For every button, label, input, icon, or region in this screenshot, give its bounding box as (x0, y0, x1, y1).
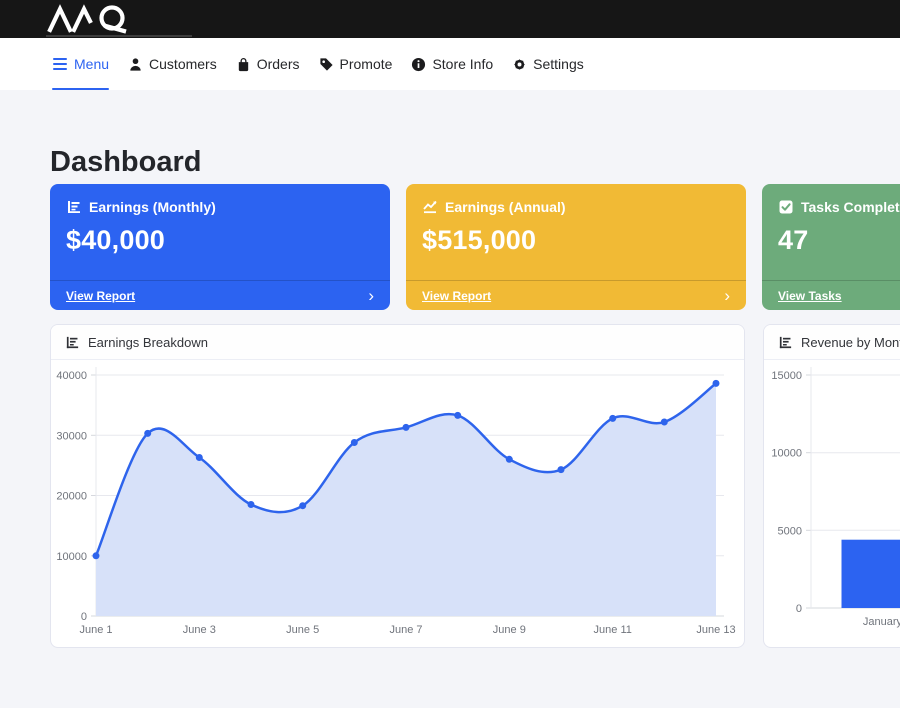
svg-text:10000: 10000 (56, 551, 87, 563)
page-title: Dashboard (50, 146, 202, 178)
view-report-link[interactable]: View Report (422, 288, 492, 303)
main-nav: Menu Customers Orders Promote Store Info (0, 38, 900, 90)
stat-card-label: Earnings (Annual) (445, 199, 566, 215)
chart-bars-icon (68, 201, 80, 213)
check-square-icon (779, 200, 793, 214)
revenue-by-month-chart: 0 5000 10000 15000 January (764, 360, 900, 647)
nav-label: Promote (339, 56, 393, 72)
nav-item-promote[interactable]: Promote (319, 38, 393, 90)
nav-label: Orders (256, 56, 300, 72)
stat-card-earnings-annual: Earnings (Annual) $515,000 View Report › (406, 184, 746, 310)
chart-card-header: Revenue by Month (764, 325, 900, 360)
nav-item-customers[interactable]: Customers (128, 38, 217, 90)
nav-item-settings[interactable]: Settings (512, 38, 584, 90)
chart-title: Revenue by Month (801, 334, 900, 350)
bag-icon (238, 57, 248, 71)
earnings-breakdown-card: Earnings Breakdown 0 10000 20000 30000 40000… (50, 324, 745, 648)
stat-card-tasks-completed: Tasks Completed 47 View Tasks › (762, 184, 900, 310)
stat-cards-row: Earnings (Monthly) $40,000 View Report › (50, 184, 900, 310)
brand-logo-icon (47, 4, 127, 34)
revenue-by-month-card: Revenue by Month 0 5000 10000 15000 January (763, 324, 900, 648)
chart-bars-icon (779, 336, 792, 348)
hamburger-icon (53, 58, 67, 70)
svg-text:15000: 15000 (771, 370, 802, 382)
main-content: Dashboard Earnings (Monthly) $40,000 Vie… (0, 146, 900, 648)
chart-title: Earnings Breakdown (88, 334, 208, 350)
svg-text:June 7: June 7 (389, 624, 422, 636)
chart-bars-icon (66, 336, 79, 348)
svg-text:June 3: June 3 (183, 624, 216, 636)
svg-text:January: January (863, 616, 900, 628)
nav-item-menu[interactable]: Menu (52, 38, 110, 90)
charts-row: Earnings Breakdown 0 10000 20000 30000 40000… (50, 324, 900, 648)
stat-card-label: Earnings (Monthly) (89, 199, 216, 215)
svg-text:40000: 40000 (56, 370, 87, 382)
chevron-right-icon[interactable]: › (368, 286, 374, 305)
topbar (0, 0, 900, 38)
brand-logo[interactable] (46, 4, 142, 39)
svg-text:June 5: June 5 (286, 624, 319, 636)
svg-text:June 11: June 11 (594, 624, 632, 636)
stat-card-value: $40,000 (66, 225, 165, 255)
stat-card-label: Tasks Completed (801, 199, 900, 215)
chart-card-header: Earnings Breakdown (51, 325, 744, 360)
stat-card-earnings-monthly: Earnings (Monthly) $40,000 View Report › (50, 184, 390, 310)
stat-card-footer: View Tasks › (762, 280, 900, 310)
person-icon (130, 57, 141, 71)
view-tasks-link[interactable]: View Tasks (778, 288, 842, 303)
nav-label: Store Info (432, 56, 494, 72)
svg-text:0: 0 (81, 611, 87, 623)
bar-chart-svg: 0 5000 10000 15000 January (771, 367, 900, 628)
stat-card-value: $515,000 (422, 225, 537, 255)
nav-label: Menu (74, 56, 110, 72)
chevron-right-icon[interactable]: › (724, 286, 730, 305)
svg-text:June 1: June 1 (79, 624, 112, 636)
svg-text:5000: 5000 (778, 525, 802, 537)
stat-card-value: 47 (778, 225, 809, 255)
area-chart-svg: 0 10000 20000 30000 40000 June 1 June 3 June 5 J… (56, 367, 736, 636)
svg-text:0: 0 (796, 603, 802, 615)
svg-text:30000: 30000 (56, 430, 87, 442)
svg-text:June 9: June 9 (493, 624, 526, 636)
brand-underline (46, 35, 192, 37)
chart-line-icon (423, 200, 437, 214)
nav-item-store-info[interactable]: Store Info (411, 38, 493, 90)
stat-card-footer: View Report › (50, 280, 390, 310)
stat-card-footer: View Report › (406, 280, 746, 310)
info-icon (412, 57, 426, 71)
gear-icon (514, 58, 525, 70)
nav-label: Customers (149, 56, 217, 72)
earnings-breakdown-chart: 0 10000 20000 30000 40000 June 1 June 3 June 5 J… (51, 360, 744, 647)
nav-label: Settings (533, 56, 584, 72)
nav-item-orders[interactable]: Orders (236, 38, 300, 90)
view-report-link[interactable]: View Report (66, 288, 136, 303)
tag-icon (319, 57, 333, 71)
svg-text:June 13: June 13 (696, 624, 735, 636)
svg-text:20000: 20000 (56, 491, 87, 503)
svg-text:10000: 10000 (771, 448, 802, 460)
